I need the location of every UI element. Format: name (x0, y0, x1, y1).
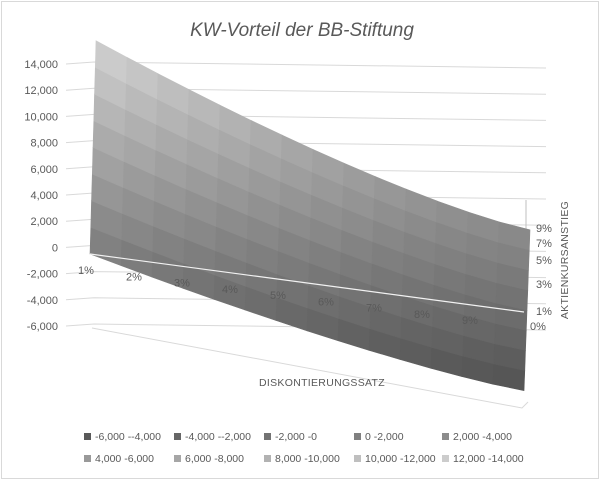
y-axis-label: AKTIENKURSANSTIEG (559, 201, 571, 319)
legend-label: 10,000 -12,000 (365, 453, 436, 465)
x-tick-label: 6% (318, 296, 334, 308)
legend-label: 0 -2,000 (365, 431, 404, 443)
y-tick-label: 0% (530, 321, 546, 333)
x-tick-label: 2% (126, 271, 142, 283)
legend-swatch (442, 455, 449, 462)
x-tick-label: 1% (78, 265, 94, 277)
legend-label: 8,000 -10,000 (275, 453, 340, 465)
z-tick-label: 10,000 (24, 111, 58, 123)
z-tick-label: -2,000 (27, 269, 58, 281)
legend: -6,000 --4,000 -4,000 --2,000 -2,000 -0 0 -… (84, 431, 524, 465)
z-tick-label: 14,000 (24, 59, 58, 71)
z-tick-label: 2,000 (30, 216, 58, 228)
x-axis-tick-labels: 1% 2% 3% 4% 5% 6% 7% 8% 9% (78, 265, 478, 327)
x-tick-label: 9% (462, 315, 478, 327)
y-axis-tick-labels: 0% 1% 3% 5% 7% 9% (530, 223, 552, 333)
legend-label: 12,000 -14,000 (453, 453, 524, 465)
legend-label: -4,000 --2,000 (185, 431, 251, 443)
legend-swatch (84, 455, 91, 462)
gridline (65, 61, 547, 69)
z-tick-label: -4,000 (27, 295, 58, 307)
z-tick-label: 6,000 (30, 164, 58, 176)
legend-label: -6,000 --4,000 (95, 431, 161, 443)
legend-swatch (354, 433, 361, 440)
x-tick-label: 8% (414, 309, 430, 321)
z-axis-tick-labels: 14,000 12,000 10,000 8,000 6,000 4,000 2,000 0 -… (24, 59, 58, 333)
legend-swatch (174, 433, 181, 440)
x-tick-label: 5% (270, 290, 286, 302)
y-tick-label: 3% (536, 279, 552, 291)
gridline (65, 87, 547, 95)
y-tick-label: 9% (536, 223, 552, 235)
z-tick-label: 12,000 (24, 85, 58, 97)
floor-edge (91, 327, 529, 409)
x-tick-label: 3% (174, 278, 190, 290)
x-tick-label: 7% (366, 303, 382, 315)
surface-patch (497, 221, 531, 251)
legend-swatch (84, 433, 91, 440)
legend-swatch (442, 433, 449, 440)
y-tick-label: 5% (536, 255, 552, 267)
legend-swatch (264, 433, 271, 440)
y-tick-label: 1% (536, 306, 552, 318)
legend-swatch (264, 455, 271, 462)
zero-line (89, 253, 525, 313)
legend-label: 6,000 -8,000 (185, 453, 244, 465)
legend-label: 4,000 -6,000 (95, 453, 154, 465)
y-tick-label: 7% (536, 238, 552, 250)
surface-plot (89, 40, 531, 391)
x-tick-label: 4% (222, 284, 238, 296)
legend-swatch (174, 455, 181, 462)
legend-label: 2,000 -4,000 (453, 431, 512, 443)
z-tick-label: -6,000 (27, 321, 58, 333)
legend-label: -2,000 -0 (275, 431, 317, 443)
chart-title: KW-Vorteil der BB-Stiftung (190, 20, 414, 41)
x-axis-label: DISKONTIERUNGSSATZ (259, 377, 385, 389)
z-tick-label: 8,000 (30, 138, 58, 150)
z-tick-label: 4,000 (30, 190, 58, 202)
z-tick-label: 0 (52, 242, 58, 254)
legend-swatch (354, 455, 361, 462)
